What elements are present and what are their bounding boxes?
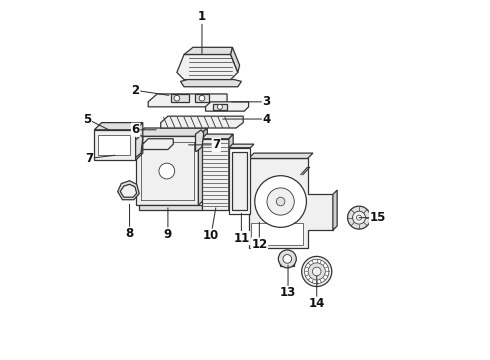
- Polygon shape: [139, 205, 202, 211]
- Text: 1: 1: [198, 10, 206, 23]
- Text: 4: 4: [262, 113, 270, 126]
- Circle shape: [283, 255, 292, 263]
- Polygon shape: [161, 116, 243, 128]
- Text: 7: 7: [85, 152, 93, 165]
- Circle shape: [267, 188, 294, 215]
- Polygon shape: [248, 158, 333, 248]
- Polygon shape: [136, 123, 143, 160]
- Circle shape: [302, 256, 332, 287]
- Polygon shape: [177, 54, 238, 80]
- Polygon shape: [118, 181, 139, 200]
- Text: 5: 5: [83, 113, 91, 126]
- Polygon shape: [280, 263, 294, 266]
- Bar: [251, 223, 303, 245]
- Circle shape: [199, 95, 205, 101]
- Circle shape: [308, 263, 325, 280]
- Polygon shape: [229, 144, 254, 148]
- Polygon shape: [198, 128, 207, 205]
- Circle shape: [313, 267, 321, 276]
- Polygon shape: [205, 102, 248, 111]
- Circle shape: [218, 104, 222, 109]
- Text: 3: 3: [263, 95, 270, 108]
- Polygon shape: [229, 148, 250, 214]
- Polygon shape: [333, 190, 337, 230]
- Bar: [172, 94, 190, 102]
- Circle shape: [278, 250, 296, 268]
- Text: 13: 13: [280, 287, 296, 300]
- Polygon shape: [95, 123, 143, 130]
- Polygon shape: [148, 94, 227, 107]
- Polygon shape: [229, 134, 233, 211]
- Text: 14: 14: [309, 297, 325, 310]
- Text: 7: 7: [212, 138, 220, 151]
- Circle shape: [276, 197, 285, 206]
- Bar: [195, 94, 209, 102]
- Polygon shape: [196, 130, 204, 151]
- Text: 15: 15: [369, 211, 386, 224]
- Text: 2: 2: [131, 84, 140, 97]
- Polygon shape: [136, 136, 198, 205]
- Text: 8: 8: [125, 227, 134, 240]
- Bar: [213, 104, 227, 110]
- Circle shape: [304, 259, 329, 284]
- Polygon shape: [120, 184, 137, 197]
- Polygon shape: [95, 130, 136, 160]
- Circle shape: [357, 215, 362, 220]
- Circle shape: [255, 176, 306, 227]
- Polygon shape: [202, 139, 229, 211]
- Polygon shape: [136, 135, 143, 157]
- Polygon shape: [232, 152, 247, 210]
- Polygon shape: [180, 80, 242, 87]
- Circle shape: [174, 95, 180, 101]
- Text: 6: 6: [131, 123, 140, 136]
- Polygon shape: [248, 153, 313, 158]
- Text: 11: 11: [233, 231, 249, 244]
- Polygon shape: [143, 139, 173, 149]
- Text: 9: 9: [164, 228, 172, 241]
- Text: 10: 10: [203, 229, 219, 242]
- Polygon shape: [136, 128, 207, 136]
- Text: 12: 12: [251, 238, 268, 251]
- Polygon shape: [184, 47, 232, 54]
- Bar: [98, 135, 130, 155]
- Circle shape: [353, 211, 366, 224]
- Circle shape: [159, 163, 175, 179]
- Polygon shape: [231, 47, 240, 72]
- Circle shape: [347, 206, 370, 229]
- Polygon shape: [202, 134, 233, 139]
